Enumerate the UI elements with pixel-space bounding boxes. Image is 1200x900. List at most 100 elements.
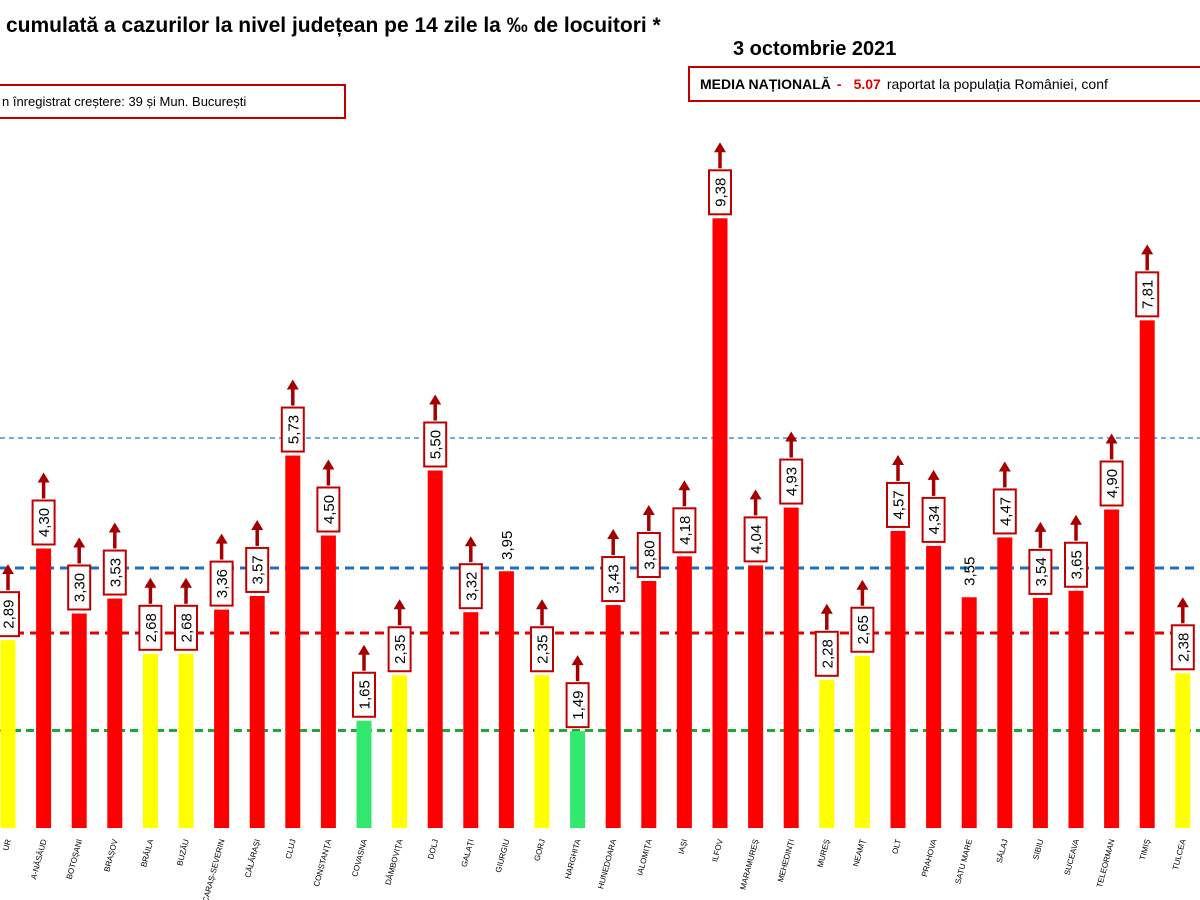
category-label-25: OLT bbox=[890, 838, 903, 855]
value-box-20 bbox=[708, 169, 732, 216]
bar-21 bbox=[748, 565, 764, 828]
category-label-14: GIURGIU bbox=[494, 838, 512, 874]
bar-0 bbox=[0, 640, 16, 828]
value-label-15: 2,35 bbox=[535, 635, 552, 664]
bar-4 bbox=[142, 653, 158, 828]
category-labels: UR A-NĂSĂUD BOTOȘANI BRAȘOV BRĂILA BUZĂU CARAȘ… bbox=[1, 838, 1188, 900]
value-box-1 bbox=[31, 499, 56, 546]
category-label-10: COVASNA bbox=[350, 838, 369, 878]
category-label-13: GALAȚI bbox=[460, 838, 476, 868]
increase-arrow-head-31 bbox=[1105, 433, 1118, 444]
category-label-32: TIMIȘ bbox=[1138, 838, 1152, 861]
value-box-5 bbox=[174, 604, 198, 651]
bar-18 bbox=[641, 581, 657, 828]
bar-2 bbox=[71, 613, 87, 828]
value-label-25: 4,57 bbox=[891, 490, 908, 519]
value-box-28 bbox=[992, 488, 1017, 535]
increase-arrow-head-17 bbox=[607, 529, 620, 540]
value-label-8: 5,73 bbox=[285, 415, 302, 444]
bar-22 bbox=[783, 507, 799, 828]
bar-27 bbox=[961, 597, 977, 828]
category-label-2: BOTOȘANI bbox=[65, 838, 84, 880]
increase-arrow-head-29 bbox=[1034, 521, 1047, 532]
value-label-1: 4,30 bbox=[36, 508, 53, 537]
chart-title: cumulată a cazurilor la nivel județean p… bbox=[6, 14, 661, 37]
value-box-22 bbox=[779, 458, 804, 505]
value-box-12 bbox=[423, 421, 448, 468]
value-label-28: 4,47 bbox=[997, 497, 1014, 526]
bar-30 bbox=[1068, 590, 1084, 828]
bar-16 bbox=[570, 731, 586, 828]
bar-13 bbox=[463, 612, 479, 828]
value-box-24 bbox=[850, 606, 875, 653]
value-label-31: 4,90 bbox=[1104, 469, 1121, 498]
increase-arrow-head-26 bbox=[927, 469, 940, 480]
value-box-23 bbox=[814, 630, 839, 677]
bar-17 bbox=[605, 605, 621, 828]
value-box-7 bbox=[245, 546, 270, 593]
bar-29 bbox=[1032, 597, 1048, 828]
value-box-25 bbox=[886, 481, 910, 528]
value-box-3 bbox=[102, 549, 127, 596]
increase-arrow-head-8 bbox=[286, 379, 299, 390]
increase-note-box: n înregistrat creștere: 39 și Mun. Bucur… bbox=[0, 84, 346, 119]
national-average-dash: - bbox=[836, 76, 842, 92]
bars-group: 2,89 4,30 3,30 3,53 2,68 2,68 3,36 3,57 5,73 4,50… bbox=[0, 142, 1195, 829]
value-label-23: 2,28 bbox=[819, 639, 836, 668]
value-label-9: 4,50 bbox=[321, 495, 338, 524]
category-label-24: NEAMȚ bbox=[851, 838, 867, 867]
value-label-24: 2,65 bbox=[855, 615, 872, 644]
increase-arrow-head-22 bbox=[785, 431, 798, 442]
category-label-30: SUCEAVA bbox=[1063, 838, 1081, 877]
increase-arrow-head-0 bbox=[2, 564, 14, 575]
value-label-12: 5,50 bbox=[428, 430, 445, 459]
increase-arrow-head-16 bbox=[571, 655, 584, 666]
increase-arrow-head-3 bbox=[108, 522, 121, 533]
value-label-0: 2,89 bbox=[1, 600, 18, 629]
category-label-17: HUNEDOARA bbox=[596, 838, 618, 890]
bar-32 bbox=[1139, 320, 1155, 828]
national-average-suffix: raportat la populația României, conf bbox=[886, 76, 1108, 92]
value-box-29 bbox=[1028, 548, 1053, 595]
value-box-30 bbox=[1064, 541, 1088, 588]
national-average-box: MEDIA NAȚIONALĂ - 5.07 raportat la popul… bbox=[688, 66, 1200, 102]
value-label-10: 1,65 bbox=[357, 680, 374, 709]
value-label-4: 2,68 bbox=[143, 613, 160, 642]
national-average-value: 5.07 bbox=[853, 76, 881, 92]
value-label-18: 3,80 bbox=[641, 540, 658, 569]
category-label-11: DÂMBOVIȚA bbox=[384, 838, 405, 886]
increase-arrow-head-15 bbox=[536, 599, 548, 610]
category-label-27: SATU MARE bbox=[954, 838, 975, 885]
national-average-label: MEDIA NAȚIONALĂ bbox=[700, 76, 831, 92]
category-label-0: UR bbox=[1, 838, 13, 852]
increase-arrow-head-4 bbox=[144, 577, 157, 588]
reference-lines bbox=[0, 437, 1200, 732]
increase-arrow-head-6 bbox=[215, 533, 228, 544]
bar-23 bbox=[819, 679, 835, 828]
value-label-21: 4,04 bbox=[748, 525, 765, 554]
category-label-21: MARAMUREȘ bbox=[738, 838, 760, 891]
category-label-7: CĂLĂRAȘI bbox=[243, 838, 262, 879]
value-box-17 bbox=[601, 556, 626, 603]
value-box-15 bbox=[530, 626, 554, 673]
increase-note-text: n înregistrat creștere: 39 și Mun. Bucur… bbox=[2, 94, 247, 109]
bar-15 bbox=[534, 675, 550, 828]
value-label-33: 2,38 bbox=[1175, 633, 1192, 662]
increase-arrow-head-2 bbox=[73, 537, 86, 548]
value-label-13: 3,32 bbox=[463, 572, 480, 601]
category-label-5: BUZĂU bbox=[175, 838, 191, 867]
category-label-18: IALOMIȚA bbox=[635, 838, 654, 877]
increase-arrow-head-13 bbox=[464, 536, 477, 547]
category-label-19: IAȘI bbox=[677, 838, 690, 855]
value-box-18 bbox=[636, 532, 661, 578]
value-label-27: 3,55 bbox=[962, 557, 979, 586]
value-box-9 bbox=[316, 486, 341, 533]
bar-8 bbox=[285, 455, 301, 828]
increase-arrow-head-20 bbox=[714, 142, 726, 153]
category-label-20: ILFOV bbox=[710, 838, 725, 863]
category-label-6: CARAȘ-SEVERIN bbox=[201, 838, 227, 900]
value-box-21 bbox=[743, 516, 768, 563]
increase-arrow-head-21 bbox=[749, 489, 762, 500]
increase-arrow-head-23 bbox=[820, 603, 833, 614]
